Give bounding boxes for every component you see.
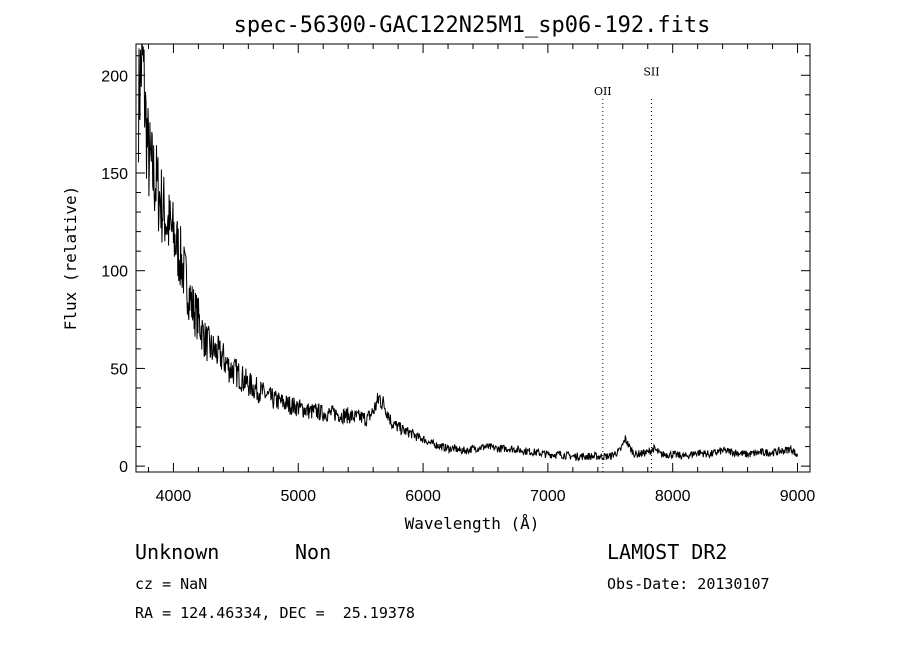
chart-title: spec-56300-GAC122N25M1_sp06-192.fits [234,13,711,38]
coordinates: RA = 124.46334, DEC = 25.19378 [135,604,415,622]
annotation-label: SII [643,65,659,78]
y-axis-label: Flux (relative) [61,186,80,331]
x-axis-label: Wavelength (Å) [405,514,540,533]
line-annotations: OII SII [594,65,660,472]
spectrum-line [138,43,798,462]
spectrum-chart: spec-56300-GAC122N25M1_sp06-192.fits 400… [61,13,816,533]
cz-value: cz = NaN [135,575,208,593]
y-axis: 0 50 100 150 200 [101,55,810,476]
x-tick-label: 6000 [405,488,441,505]
class-label: Unknown [135,540,220,564]
plot-border [135,43,811,473]
obs-date: Obs-Date: 20130107 [607,575,770,593]
series-layer [138,43,798,462]
x-axis: 4000 5000 6000 7000 8000 9000 [147,44,816,505]
survey-label: LAMOST DR2 [607,540,728,564]
x-tick-label: 9000 [780,488,816,505]
y-tick-label: 150 [101,166,128,183]
x-tick-label: 5000 [280,488,316,505]
plot-frame [135,43,811,473]
x-tick-label: 4000 [156,488,192,505]
x-tick-label: 8000 [655,488,691,505]
subclass-label: Non [295,540,332,564]
y-tick-label: 100 [101,264,128,281]
annotation-label: OII [594,85,612,98]
y-tick-label: 200 [101,68,128,85]
y-tick-label: 0 [119,459,128,476]
x-tick-label: 7000 [530,488,566,505]
y-tick-label: 50 [110,361,128,378]
